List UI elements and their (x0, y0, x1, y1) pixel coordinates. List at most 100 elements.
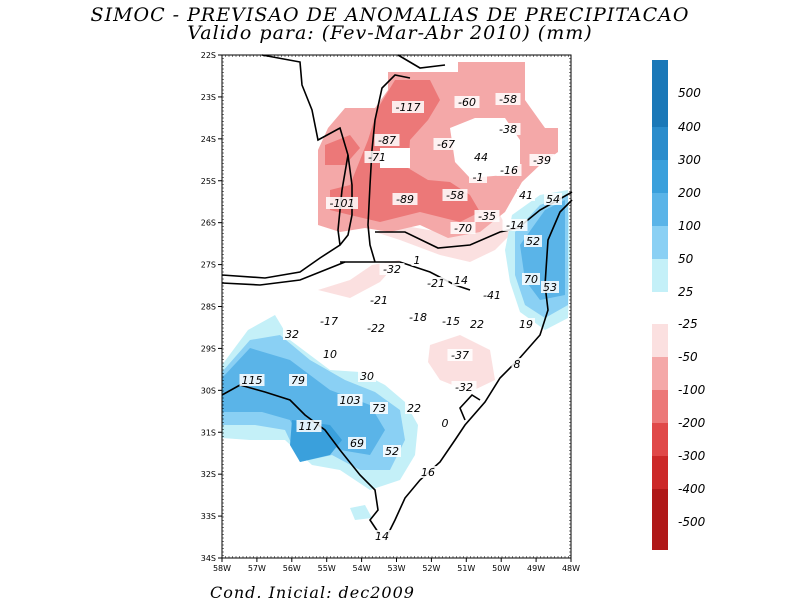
lat-tick-label: 27S (201, 261, 216, 270)
legend-label: 100 (678, 219, 701, 233)
border-line (221, 261, 346, 286)
value-label-bg (392, 193, 418, 205)
value-label: -21 (427, 277, 445, 290)
value-label: -18 (409, 311, 427, 324)
value-label: 44 (474, 151, 488, 164)
map-subtitle: Valido para: (Fev-Mar-Abr 2010) (mm) (187, 22, 593, 44)
value-label-bg (502, 219, 528, 231)
lon-tick-label: 51W (457, 564, 475, 573)
anomaly-region (350, 505, 372, 520)
value-label-bg (479, 289, 505, 301)
value-label-bg (472, 151, 490, 163)
value-label-bg (442, 189, 468, 201)
value-label: 52 (526, 235, 540, 248)
border-line (367, 74, 411, 263)
legend-label: -300 (678, 449, 706, 463)
legend-label: -100 (678, 383, 706, 397)
value-label-bg (522, 273, 540, 285)
value-label: -37 (451, 349, 469, 362)
initial-condition: Cond. Inicial: dec2009 (210, 583, 415, 602)
legend-swatch (652, 357, 668, 390)
value-label-bg (239, 374, 265, 386)
legend-label: 200 (678, 186, 701, 200)
value-label-bg (411, 254, 423, 266)
value-label-bg (419, 466, 437, 478)
value-label-bg (496, 164, 522, 176)
value-label: 117 (299, 420, 320, 433)
lat-tick-label: 24S (201, 135, 216, 144)
lat-tick-label: 29S (201, 344, 216, 353)
value-label-bg (392, 101, 424, 113)
value-label: -87 (378, 134, 396, 147)
value-label: 16 (421, 466, 435, 479)
value-label: 32 (285, 328, 299, 341)
value-label: -60 (458, 96, 476, 109)
lon-tick-label: 57W (248, 564, 266, 573)
legend-label: -50 (678, 350, 698, 364)
legend-label: -500 (678, 515, 706, 529)
value-label-bg (321, 348, 339, 360)
value-label-bg (379, 263, 405, 275)
value-label-bg (541, 281, 559, 293)
lat-tick-label: 23S (201, 93, 216, 102)
lon-tick-label: 54W (353, 564, 371, 573)
value-label-bg (363, 322, 389, 334)
legend-label: 300 (678, 153, 701, 167)
value-label-bg (433, 138, 459, 150)
value-label: 73 (372, 402, 386, 415)
value-label: -58 (499, 93, 517, 106)
lat-tick-label: 34S (201, 554, 216, 563)
value-label: 69 (350, 437, 364, 450)
value-label: -58 (446, 189, 464, 202)
legend-label: -200 (678, 416, 706, 430)
legend-swatch (652, 390, 668, 423)
value-label-bg (474, 210, 500, 222)
value-label-bg (348, 437, 366, 449)
value-label: 41 (519, 189, 533, 202)
legend-label: 500 (678, 86, 701, 100)
value-label-bg (517, 318, 535, 330)
lat-tick-label: 30S (201, 386, 216, 395)
value-label: 8 (514, 358, 521, 371)
border-line (397, 54, 446, 69)
lon-tick-label: 49W (527, 564, 545, 573)
value-label: -38 (499, 123, 517, 136)
value-label: -101 (330, 197, 355, 210)
value-label: -15 (442, 315, 460, 328)
value-label-bg (405, 311, 431, 323)
value-label-bg (316, 315, 342, 327)
value-label: 30 (360, 370, 374, 383)
value-label-bg (495, 123, 521, 135)
value-label-bg (423, 277, 449, 289)
lat-tick-label: 25S (201, 177, 216, 186)
value-label: 19 (519, 318, 533, 331)
value-label: 70 (524, 273, 538, 286)
lat-tick-label: 26S (201, 219, 216, 228)
value-label-bg (454, 96, 480, 108)
value-label: -70 (454, 222, 472, 235)
value-label-bg (439, 417, 451, 429)
value-label: -89 (396, 193, 414, 206)
value-label-bg (296, 420, 322, 432)
value-label: -41 (483, 289, 501, 302)
value-label-bg (337, 394, 363, 406)
value-label: 10 (323, 348, 337, 361)
legend-label: 400 (678, 120, 701, 134)
legend-label: -400 (678, 482, 706, 496)
legend-swatch (652, 456, 668, 489)
value-label: 0 (442, 417, 449, 430)
value-label-bg (405, 402, 423, 414)
value-label-bg (511, 358, 523, 370)
value-label-bg (374, 134, 400, 146)
legend-swatch (652, 226, 668, 259)
legend-swatch (652, 522, 668, 550)
value-label: -21 (370, 294, 388, 307)
value-label: -1 (473, 171, 484, 184)
value-label-bg (450, 222, 476, 234)
border-line (384, 199, 573, 541)
value-label: -22 (367, 322, 385, 335)
value-label: 79 (291, 374, 305, 387)
lon-tick-label: 53W (387, 564, 405, 573)
border-line (337, 154, 349, 246)
